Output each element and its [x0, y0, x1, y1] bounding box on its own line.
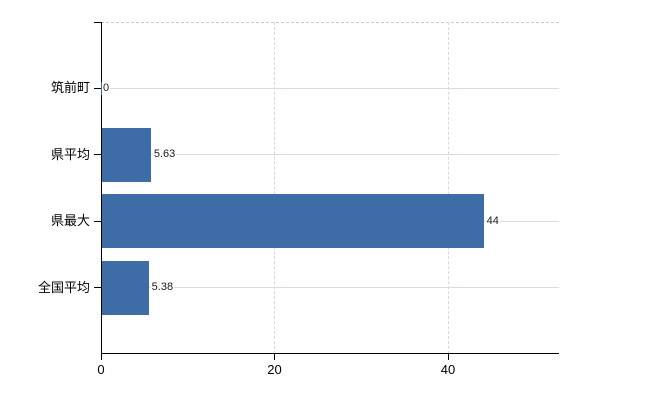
category-label: 筑前町: [50, 80, 90, 96]
y-axis-top-tick: [94, 22, 101, 23]
x-tick-label: 40: [440, 362, 456, 377]
bar-value-label: 5.38: [150, 281, 175, 295]
bar-value-label: 5.63: [152, 148, 177, 162]
x-tick-label: 20: [267, 362, 282, 377]
v-gridline: [274, 22, 276, 354]
x-axis-tick: [274, 354, 276, 360]
x-tick-label: 0: [97, 362, 105, 377]
bar-value-label: 44: [485, 214, 500, 228]
bar: [102, 260, 149, 315]
x-axis-tick: [101, 354, 102, 360]
h-gridline: [101, 87, 559, 89]
x-axis-tick: [447, 354, 449, 360]
plot-area: 0 5.63 44 5.38: [94, 22, 559, 360]
bar-value-label: 0: [102, 81, 111, 95]
h-gridline: [101, 154, 559, 156]
y-axis-tick: [94, 287, 101, 289]
bar: [102, 194, 484, 249]
y-axis-tick: [94, 220, 101, 222]
bar: [102, 127, 151, 182]
x-axis-line: [101, 353, 559, 354]
y-axis-line: [101, 22, 102, 354]
category-label: 全国平均: [37, 279, 90, 295]
h-gridline: [101, 287, 559, 289]
category-label: 県最大: [50, 213, 90, 229]
y-axis-tick: [94, 87, 101, 89]
v-gridline: [447, 22, 449, 354]
y-axis-tick: [94, 154, 101, 156]
plot-top-border: [101, 22, 559, 23]
category-label: 県平均: [50, 146, 90, 162]
